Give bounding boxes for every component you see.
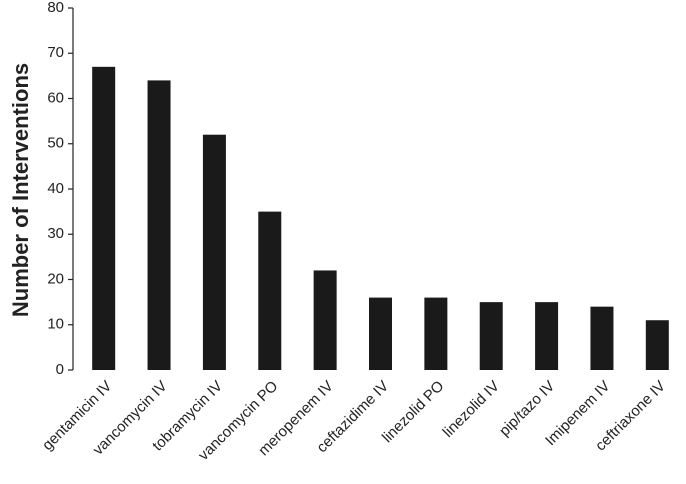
y-tick-label: 50 [47, 135, 64, 152]
bar [147, 80, 171, 371]
bar [479, 302, 503, 370]
bar [590, 306, 614, 370]
y-tick-label: 10 [47, 316, 64, 333]
bar [202, 134, 226, 370]
bar [535, 302, 559, 370]
y-tick-label: 30 [47, 225, 64, 242]
y-tick-label: 40 [47, 180, 64, 197]
y-tick-label: 70 [47, 44, 64, 61]
y-tick-label: 20 [47, 270, 64, 287]
bar [313, 270, 337, 370]
bar [258, 211, 282, 370]
y-tick-label: 0 [56, 361, 64, 378]
bar [645, 320, 669, 370]
bar [424, 297, 448, 370]
y-tick-label: 80 [47, 0, 64, 16]
x-tick-label: linezolid IV [440, 378, 503, 441]
bar [369, 297, 392, 370]
bar [92, 66, 116, 370]
y-axis-label: Number of Interventions [8, 63, 33, 317]
y-tick-label: 60 [47, 89, 64, 106]
